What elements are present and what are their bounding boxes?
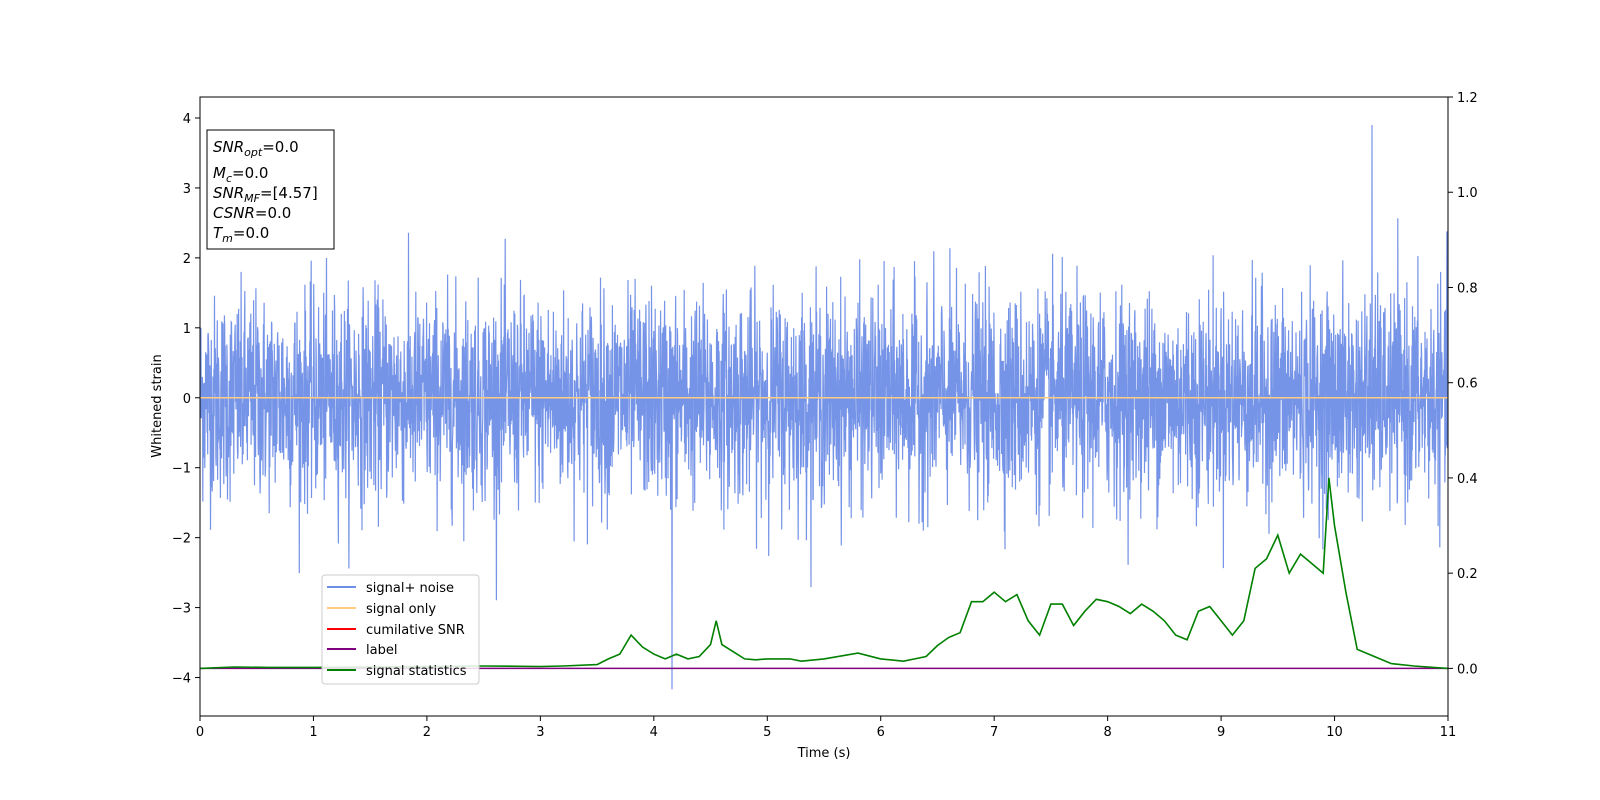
y2-tick-label: 0.4 (1457, 472, 1478, 487)
info-box: SNRopt=0.0 Mc=0.0 SNRMF=[4.57] CSNR=0.0 … (206, 129, 335, 250)
y2-tick-label: 0.8 (1457, 281, 1478, 296)
signal-statistics-line (200, 477, 1448, 670)
x-tick-label: 8 (1103, 725, 1111, 740)
x-tick-label: 0 (196, 725, 204, 740)
y2-tick-label: 1.0 (1457, 186, 1478, 201)
legend-label-signal-statistics: signal statistics (366, 664, 467, 679)
x-tick-label: 9 (1217, 725, 1225, 740)
y-axis-right: 1.2 1.0 0.8 0.6 0.4 0.2 0.0 (1448, 91, 1478, 677)
y-tick-label: −3 (172, 602, 191, 617)
y-tick-label: 3 (183, 182, 191, 197)
x-tick-label: 1 (309, 725, 317, 740)
x-tick-label: 2 (423, 725, 431, 740)
x-tick-label: 4 (650, 725, 658, 740)
info-snr-opt: SNRopt=0.0 (213, 138, 299, 159)
y-tick-label: 0 (183, 392, 191, 407)
signal-plus-noise-series (200, 124, 1448, 690)
x-tick-label: 7 (990, 725, 998, 740)
y2-tick-label: 0.2 (1457, 567, 1478, 582)
legend-label-signal-only: signal only (366, 602, 436, 617)
x-axis: 0 1 2 3 4 5 6 7 8 9 10 11 (196, 716, 1456, 740)
legend-label-cumulative-snr: cumilative SNR (366, 623, 465, 638)
info-snr-mf: SNRMF=[4.57] (213, 184, 318, 205)
y2-tick-label: 0.0 (1457, 662, 1478, 677)
x-tick-label: 5 (763, 725, 771, 740)
y-tick-label: 4 (183, 112, 191, 127)
info-csnr: CSNR=0.0 (213, 204, 291, 222)
y2-tick-label: 1.2 (1457, 91, 1478, 106)
y-tick-label: 2 (183, 252, 191, 267)
x-tick-label: 11 (1440, 725, 1457, 740)
y-axis-left: 4 3 2 1 0 −1 −2 −3 −4 (172, 112, 200, 687)
x-axis-label: Time (s) (797, 746, 851, 761)
legend-label-label: label (366, 643, 397, 658)
legend-label-signal-noise: signal+ noise (366, 581, 454, 596)
y-tick-label: 1 (183, 322, 191, 337)
info-mc: Mc=0.0 (213, 164, 268, 185)
y-tick-label: −2 (172, 532, 191, 547)
legend: signal+ noise signal only cumilative SNR… (321, 574, 480, 685)
x-tick-label: 3 (536, 725, 544, 740)
y-tick-label: −4 (172, 672, 191, 687)
plot-frame (199, 96, 1449, 717)
x-tick-label: 6 (877, 725, 885, 740)
info-tm: Tm=0.0 (213, 224, 269, 245)
y-axis-label: Whitened strain (150, 354, 165, 457)
x-tick-label: 10 (1326, 725, 1343, 740)
signal-plus-noise-line (200, 124, 1448, 690)
y-tick-label: −1 (172, 462, 191, 477)
y2-tick-label: 0.6 (1457, 377, 1478, 392)
